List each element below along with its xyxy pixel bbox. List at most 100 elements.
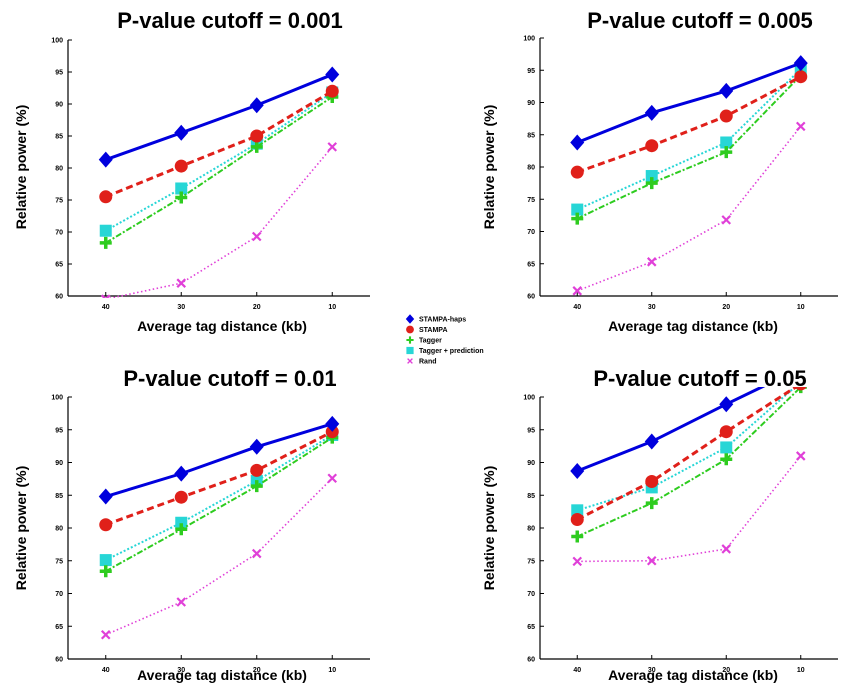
y-tick-label: 70 (527, 591, 535, 598)
y-tick-label: 75 (55, 558, 63, 565)
x-axis-label: Average tag distance (kb) (137, 667, 307, 683)
point-stampa (99, 518, 113, 532)
point-stampa-haps (793, 55, 808, 72)
point-stampa-haps (325, 415, 340, 432)
point-tagger-prediction (571, 504, 584, 517)
series-line-stampa (576, 387, 799, 521)
point-tagger (645, 177, 658, 190)
point-rand (795, 451, 806, 461)
y-tick-label: 100 (523, 395, 535, 402)
legend-marker-tagger-prediction (406, 346, 414, 355)
y-axis-label: Relative power (%) (13, 466, 29, 590)
x-tick-label: 20 (722, 304, 730, 311)
series-line-stampa-haps (576, 61, 802, 144)
point-rand (646, 555, 657, 566)
point-tagger-prediction (99, 224, 112, 237)
chart-title: P-value cutoff = 0.005 (587, 8, 813, 33)
y-axis-label: Relative power (%) (481, 105, 497, 229)
y-tick-label: 100 (51, 395, 63, 402)
point-rand (721, 215, 732, 225)
series-line-tagger-prediction (576, 387, 797, 512)
legend-marker-stampa (406, 325, 414, 334)
series-tagger (571, 387, 807, 543)
y-tick-label: 80 (527, 165, 535, 172)
point-rand (572, 286, 583, 296)
x-tick-label: 20 (253, 304, 261, 311)
x-tick-label: 10 (328, 667, 336, 674)
y-tick-label: 65 (55, 262, 63, 269)
y-tick-label: 85 (527, 493, 535, 500)
legend-item-tagger-prediction: Tagger + prediction (406, 346, 484, 355)
y-tick-label: 60 (527, 657, 535, 664)
point-tagger (720, 453, 733, 466)
y-tick-label: 65 (55, 624, 63, 631)
series-line-tagger-prediction (576, 68, 802, 211)
y-tick-label: 95 (55, 70, 63, 77)
point-rand (176, 597, 187, 607)
point-stampa (325, 84, 339, 98)
point-tagger (571, 212, 584, 225)
series-line-stampa (576, 75, 802, 174)
point-tagger-prediction (175, 516, 188, 529)
point-tagger (645, 497, 658, 510)
series-line-stampa (105, 89, 334, 199)
point-rand (795, 121, 806, 132)
point-rand (251, 231, 262, 242)
series-stampa-haps (570, 387, 766, 480)
series-line-tagger (576, 74, 802, 220)
x-tick-label: 10 (797, 667, 805, 674)
legend-item-stampa: STAMPA (406, 325, 448, 334)
point-stampa-haps (98, 151, 113, 168)
x-tick-label: 40 (102, 667, 110, 674)
point-tagger (99, 236, 112, 249)
series-line-rand (107, 146, 333, 298)
y-tick-label: 95 (527, 427, 535, 434)
point-tagger-prediction (645, 170, 658, 183)
x-tick-label: 30 (648, 667, 656, 674)
point-stampa (645, 139, 659, 153)
y-tick-label: 95 (55, 427, 63, 434)
x-tick-label: 20 (253, 667, 261, 674)
point-rand (251, 548, 262, 559)
point-stampa-haps (98, 488, 113, 505)
y-tick-label: 85 (527, 132, 535, 139)
point-rand (721, 544, 732, 554)
x-tick-label: 20 (722, 667, 730, 674)
series-rand (100, 473, 338, 640)
series-tagger-prediction (571, 387, 807, 517)
y-tick-label: 60 (527, 294, 535, 301)
point-rand (572, 556, 583, 567)
y-tick-label: 60 (55, 294, 63, 301)
chart-title: P-value cutoff = 0.05 (593, 366, 806, 391)
series-line-stampa-haps (105, 73, 333, 162)
legend-label: Tagger + prediction (419, 348, 484, 355)
point-stampa (719, 109, 733, 123)
point-stampa-haps (249, 438, 264, 455)
y-tick-label: 100 (523, 36, 535, 43)
series-line-stampa (105, 430, 333, 527)
point-stampa-haps (570, 463, 585, 480)
series-rand (572, 121, 806, 296)
point-stampa (795, 387, 807, 391)
point-tagger-prediction (720, 136, 733, 149)
point-stampa (645, 474, 659, 488)
y-tick-label: 65 (527, 624, 535, 631)
legend-marker-stampa-haps (405, 314, 415, 324)
y-tick-label: 100 (51, 38, 63, 45)
x-axis-label: Average tag distance (kb) (137, 318, 307, 334)
legend-item-stampa-haps: STAMPA-haps (405, 314, 466, 324)
legend: STAMPA-haps STAMPA Tagger Tagger + predicti… (405, 314, 484, 366)
legend-marker-tagger (406, 336, 414, 344)
point-stampa-haps (174, 465, 189, 482)
point-tagger-prediction (175, 182, 188, 195)
point-stampa (174, 159, 188, 173)
point-tagger (175, 191, 188, 204)
y-axis-label: Relative power (%) (481, 466, 497, 590)
series-tagger (99, 90, 339, 249)
x-tick-label: 30 (177, 667, 185, 674)
point-tagger-prediction (99, 554, 112, 567)
legend-label: Tagger (419, 338, 442, 345)
x-tick-label: 40 (573, 667, 581, 674)
point-tagger (175, 523, 188, 536)
